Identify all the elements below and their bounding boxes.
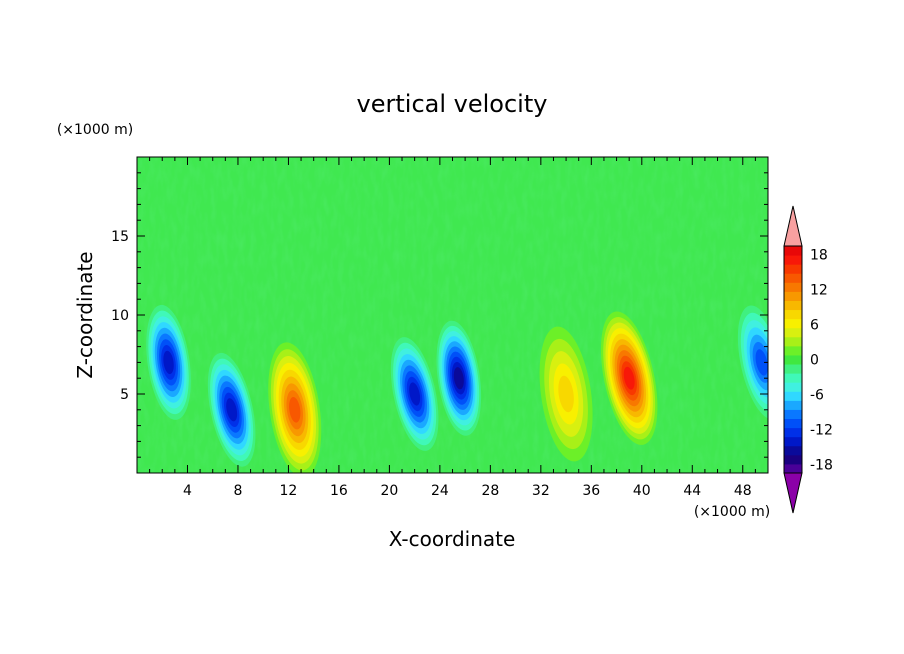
colorbar-tick-label: -12 <box>810 422 833 438</box>
contour-band <box>558 375 574 413</box>
chart-title: vertical velocity <box>357 90 548 118</box>
y-tick-label: 5 <box>120 387 129 403</box>
x-axis-unit: (×1000 m) <box>694 504 770 520</box>
colorbar-band <box>784 445 802 456</box>
y-axis-ticks: 5 10 15 <box>111 172 768 458</box>
colorbar-band <box>784 391 802 401</box>
field-feature <box>268 342 322 473</box>
colorbar-band <box>784 409 802 420</box>
colorbar-tick-label: 18 <box>810 248 828 264</box>
field-feature <box>436 320 482 436</box>
colorbar-band <box>784 255 802 265</box>
colorbar-band <box>784 418 802 429</box>
colorbar-tick-label: -6 <box>810 387 824 403</box>
colorbar-band <box>784 291 802 301</box>
x-tick-label: 24 <box>431 483 449 499</box>
field-feature <box>539 326 593 462</box>
colorbar-arrow-top <box>783 205 803 247</box>
x-tick-label: 36 <box>582 483 600 499</box>
contour-band <box>289 397 301 423</box>
colorbar-band <box>784 427 802 438</box>
colorbar-frame <box>783 245 803 474</box>
field-feature <box>737 305 768 420</box>
colorbar-band <box>784 382 802 392</box>
colorbar-band <box>784 354 802 365</box>
x-tick-label: 8 <box>233 483 242 499</box>
x-axis-label: X-coordinate <box>389 527 516 551</box>
contour-band <box>623 366 635 390</box>
colorbar-band <box>784 436 802 447</box>
colorbar-band <box>784 300 802 311</box>
y-tick-label: 15 <box>111 229 129 245</box>
colorbar-band <box>784 327 802 338</box>
colorbar-tick-label: 12 <box>810 283 828 299</box>
colorbar-band <box>784 246 802 256</box>
field-feature <box>390 337 439 451</box>
contour-field <box>146 304 768 473</box>
field-feature <box>600 311 658 445</box>
x-tick-label: 28 <box>481 483 499 499</box>
colorbar: 18 12 6 0 -6 -12 -18 <box>783 205 833 514</box>
colorbar-band <box>784 273 802 283</box>
colorbar-band <box>784 282 802 292</box>
contour-band <box>453 367 464 390</box>
colorbar-band <box>784 336 802 347</box>
colorbar-band <box>784 264 802 274</box>
x-tick-label: 44 <box>683 483 701 499</box>
x-tick-label: 32 <box>532 483 550 499</box>
x-tick-label: 40 <box>633 483 651 499</box>
plot-area <box>137 157 768 473</box>
y-axis-unit: (×1000 m) <box>57 122 133 138</box>
x-tick-label: 12 <box>280 483 298 499</box>
x-tick-label: 48 <box>734 483 752 499</box>
colorbar-tick-label: 6 <box>810 318 819 334</box>
y-tick-label: 10 <box>111 308 129 324</box>
x-tick-label: 20 <box>380 483 398 499</box>
colorbar-arrow-bottom <box>783 472 803 514</box>
x-axis-ticks: 4 8 12 16 20 24 28 32 36 40 44 48 <box>149 157 756 499</box>
contour-band <box>755 349 768 376</box>
contour-band <box>409 382 421 406</box>
colorbar-band <box>784 318 802 329</box>
field-feature <box>207 352 256 467</box>
colorbar-tick-label: -18 <box>810 457 833 473</box>
colorbar-band <box>784 309 802 320</box>
x-tick-label: 4 <box>183 483 192 499</box>
x-tick-label: 16 <box>330 483 348 499</box>
colorbar-band <box>784 400 802 410</box>
colorbar-band <box>784 454 802 465</box>
contour-band <box>163 350 174 375</box>
colorbar-band <box>784 345 802 356</box>
colorbar-band <box>784 463 802 474</box>
field-feature <box>146 304 191 420</box>
colorbar-tick-label: 0 <box>810 353 819 369</box>
contour-band <box>226 398 238 422</box>
y-axis-label: Z-coordinate <box>73 251 97 378</box>
colorbar-band <box>784 373 802 383</box>
colorbar-band <box>784 364 802 374</box>
